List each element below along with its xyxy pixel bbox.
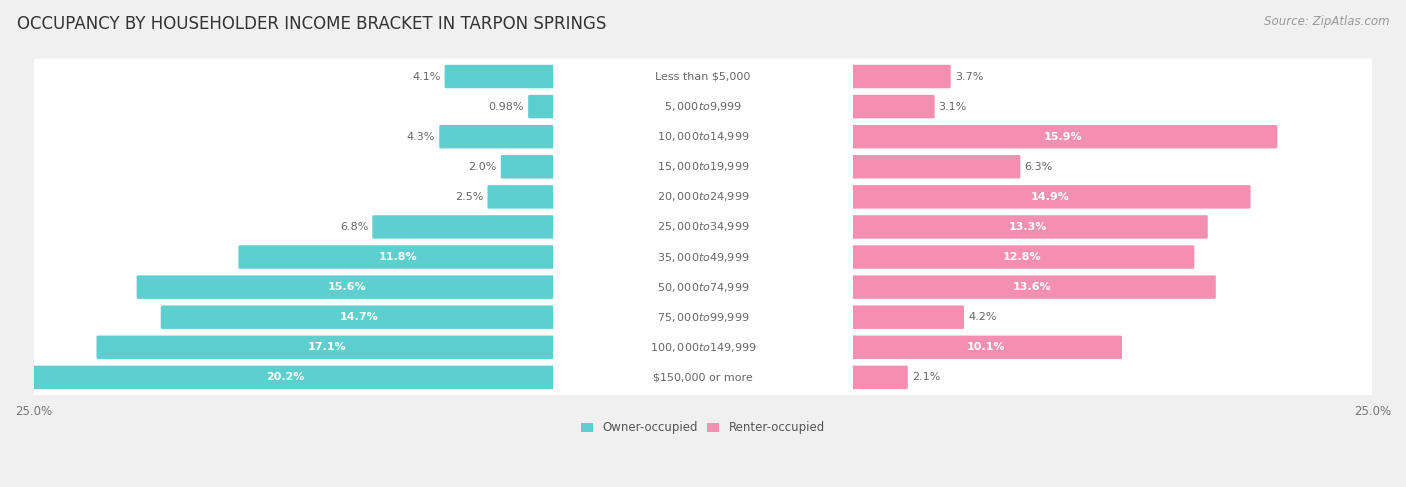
Text: $150,000 or more: $150,000 or more <box>654 373 752 382</box>
Text: 3.7%: 3.7% <box>955 72 983 81</box>
FancyBboxPatch shape <box>136 275 557 299</box>
FancyBboxPatch shape <box>553 244 853 270</box>
Text: OCCUPANCY BY HOUSEHOLDER INCOME BRACKET IN TARPON SPRINGS: OCCUPANCY BY HOUSEHOLDER INCOME BRACKET … <box>17 15 606 33</box>
Text: Less than $5,000: Less than $5,000 <box>655 72 751 81</box>
Text: $10,000 to $14,999: $10,000 to $14,999 <box>657 130 749 143</box>
FancyBboxPatch shape <box>849 95 935 118</box>
Text: 6.3%: 6.3% <box>1025 162 1053 172</box>
Text: 13.3%: 13.3% <box>1010 222 1047 232</box>
Text: $75,000 to $99,999: $75,000 to $99,999 <box>657 311 749 324</box>
FancyBboxPatch shape <box>849 65 950 88</box>
FancyBboxPatch shape <box>14 366 557 389</box>
FancyBboxPatch shape <box>239 245 557 269</box>
FancyBboxPatch shape <box>849 366 908 389</box>
FancyBboxPatch shape <box>553 364 853 391</box>
FancyBboxPatch shape <box>849 275 1216 299</box>
Text: $50,000 to $74,999: $50,000 to $74,999 <box>657 281 749 294</box>
FancyBboxPatch shape <box>160 305 557 329</box>
FancyBboxPatch shape <box>849 155 1021 179</box>
FancyBboxPatch shape <box>849 336 1122 359</box>
FancyBboxPatch shape <box>529 95 557 118</box>
Text: $15,000 to $19,999: $15,000 to $19,999 <box>657 160 749 173</box>
FancyBboxPatch shape <box>24 89 1382 124</box>
FancyBboxPatch shape <box>849 125 1278 149</box>
FancyBboxPatch shape <box>849 185 1250 208</box>
Text: 15.6%: 15.6% <box>328 282 366 292</box>
FancyBboxPatch shape <box>553 94 853 120</box>
FancyBboxPatch shape <box>849 245 1194 269</box>
FancyBboxPatch shape <box>553 63 853 90</box>
Text: Source: ZipAtlas.com: Source: ZipAtlas.com <box>1264 15 1389 28</box>
FancyBboxPatch shape <box>97 336 557 359</box>
Text: $25,000 to $34,999: $25,000 to $34,999 <box>657 221 749 233</box>
FancyBboxPatch shape <box>488 185 557 208</box>
FancyBboxPatch shape <box>553 124 853 150</box>
Text: 4.1%: 4.1% <box>412 72 440 81</box>
Text: 6.8%: 6.8% <box>340 222 368 232</box>
Text: 14.9%: 14.9% <box>1031 192 1069 202</box>
FancyBboxPatch shape <box>24 330 1382 365</box>
Text: $35,000 to $49,999: $35,000 to $49,999 <box>657 250 749 263</box>
Text: $5,000 to $9,999: $5,000 to $9,999 <box>664 100 742 113</box>
Text: 15.9%: 15.9% <box>1043 131 1083 142</box>
Text: 17.1%: 17.1% <box>308 342 346 352</box>
FancyBboxPatch shape <box>24 209 1382 244</box>
FancyBboxPatch shape <box>24 179 1382 215</box>
Text: 4.3%: 4.3% <box>406 131 436 142</box>
FancyBboxPatch shape <box>373 215 557 239</box>
Text: 4.2%: 4.2% <box>969 312 997 322</box>
FancyBboxPatch shape <box>849 215 1208 239</box>
FancyBboxPatch shape <box>439 125 557 149</box>
FancyBboxPatch shape <box>553 153 853 180</box>
Text: 20.2%: 20.2% <box>266 373 305 382</box>
Text: 10.1%: 10.1% <box>966 342 1005 352</box>
Legend: Owner-occupied, Renter-occupied: Owner-occupied, Renter-occupied <box>576 416 830 439</box>
FancyBboxPatch shape <box>553 214 853 240</box>
Text: 2.0%: 2.0% <box>468 162 496 172</box>
Text: 12.8%: 12.8% <box>1002 252 1040 262</box>
FancyBboxPatch shape <box>24 149 1382 185</box>
FancyBboxPatch shape <box>553 274 853 300</box>
FancyBboxPatch shape <box>24 119 1382 154</box>
Text: 0.98%: 0.98% <box>489 102 524 112</box>
Text: 3.1%: 3.1% <box>939 102 967 112</box>
Text: $20,000 to $24,999: $20,000 to $24,999 <box>657 190 749 204</box>
Text: 13.6%: 13.6% <box>1014 282 1052 292</box>
Text: 2.1%: 2.1% <box>912 373 941 382</box>
Text: 14.7%: 14.7% <box>339 312 378 322</box>
FancyBboxPatch shape <box>501 155 557 179</box>
FancyBboxPatch shape <box>444 65 557 88</box>
FancyBboxPatch shape <box>849 305 965 329</box>
FancyBboxPatch shape <box>24 300 1382 335</box>
FancyBboxPatch shape <box>24 239 1382 275</box>
FancyBboxPatch shape <box>24 59 1382 94</box>
FancyBboxPatch shape <box>553 334 853 360</box>
FancyBboxPatch shape <box>24 269 1382 305</box>
FancyBboxPatch shape <box>24 359 1382 395</box>
Text: $100,000 to $149,999: $100,000 to $149,999 <box>650 341 756 354</box>
FancyBboxPatch shape <box>553 304 853 331</box>
FancyBboxPatch shape <box>553 184 853 210</box>
Text: 2.5%: 2.5% <box>456 192 484 202</box>
Text: 11.8%: 11.8% <box>378 252 418 262</box>
